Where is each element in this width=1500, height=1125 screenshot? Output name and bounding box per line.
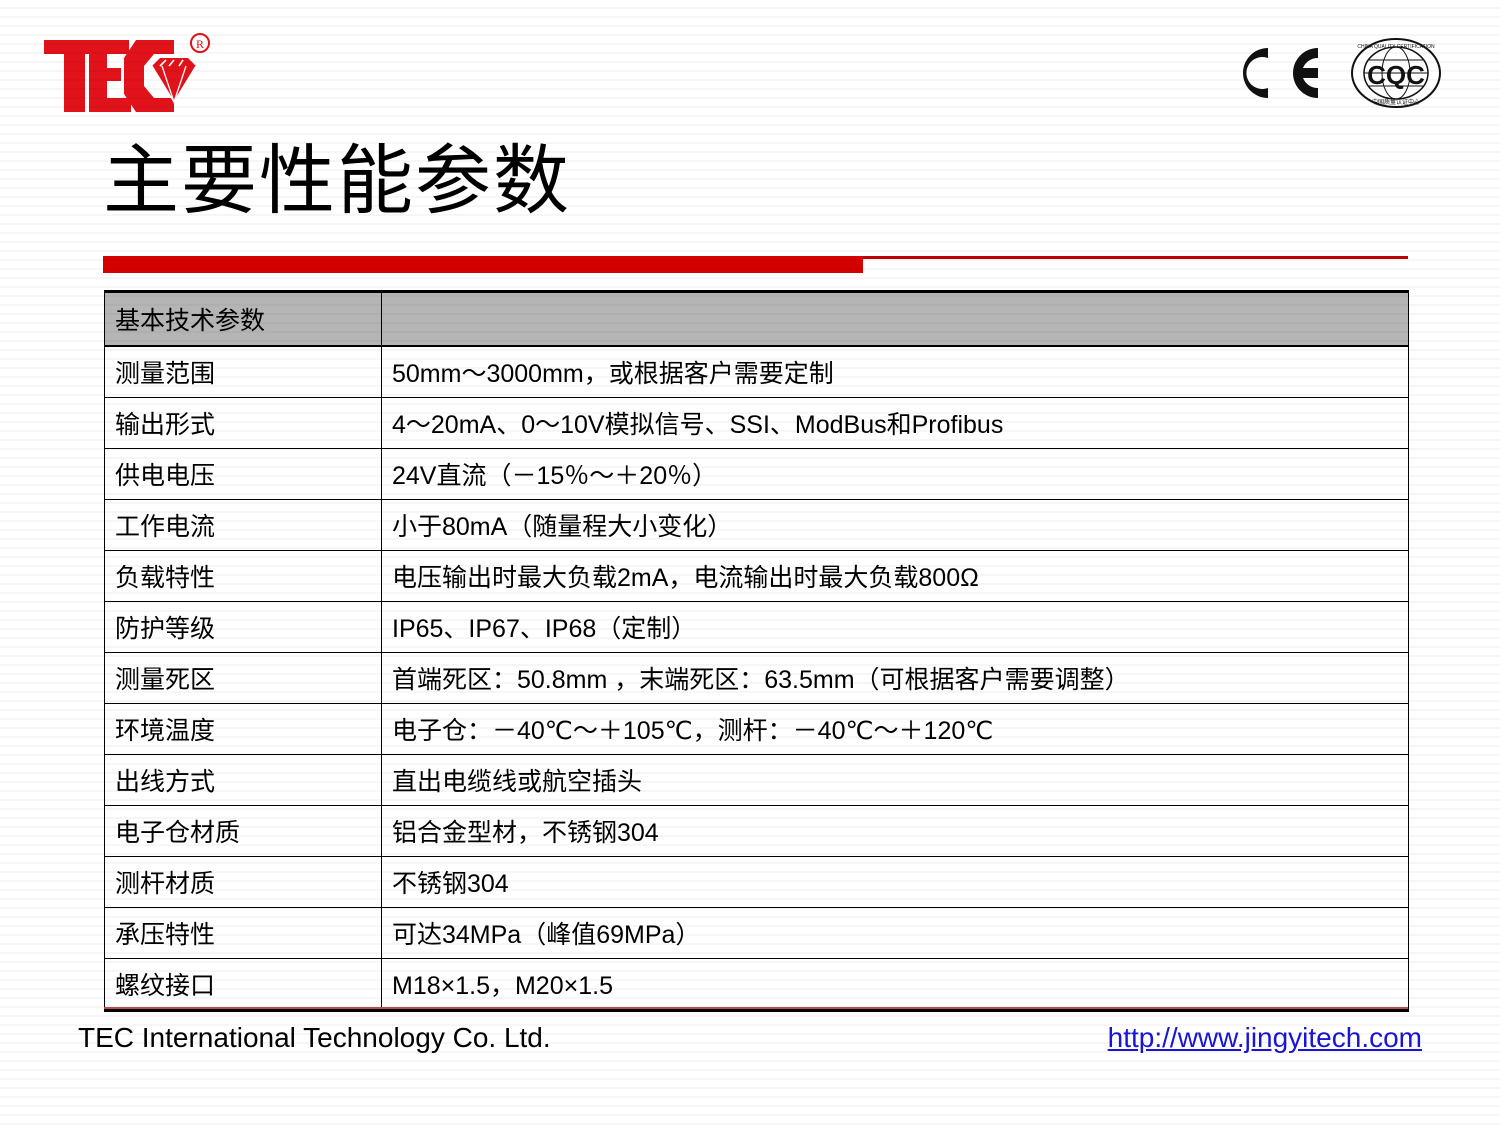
row-label: 螺纹接口 bbox=[104, 958, 382, 1012]
tec-brand-logo: R bbox=[36, 30, 212, 118]
row-label: 防护等级 bbox=[104, 601, 382, 653]
row-value: 4～20mA、0～10V模拟信号、SSI、ModBus和Profibus bbox=[381, 397, 1409, 449]
page-title: 主要性能参数 bbox=[103, 136, 571, 225]
table-row: 环境温度 电子仓：－40℃～＋105℃，测杆：－40℃～＋120℃ bbox=[104, 703, 1409, 755]
title-rule-thick bbox=[103, 256, 863, 273]
table-row: 防护等级 IP65、IP67、IP68（定制） bbox=[104, 601, 1409, 653]
table-row: 负载特性 电压输出时最大负载2mA，电流输出时最大负载800Ω bbox=[104, 550, 1409, 602]
row-value: 50mm～3000mm，或根据客户需要定制 bbox=[381, 345, 1409, 398]
table-body: 测量范围 50mm～3000mm，或根据客户需要定制 输出形式 4～20mA、0～10… bbox=[104, 345, 1409, 1012]
row-value: 小于80mA（随量程大小变化） bbox=[381, 499, 1409, 551]
table-row: 测量死区 首端死区：50.8mm ，末端死区：63.5mm（可根据客户需要调整） bbox=[104, 652, 1409, 704]
footer-rule bbox=[104, 1007, 1408, 1009]
table-row: 测杆材质 不锈钢304 bbox=[104, 856, 1409, 908]
diamond-icon bbox=[151, 58, 197, 105]
row-label: 测量死区 bbox=[104, 652, 382, 704]
svg-text:R: R bbox=[196, 37, 204, 51]
row-value: 电子仓：－40℃～＋105℃，测杆：－40℃～＋120℃ bbox=[381, 703, 1409, 755]
table-row: 承压特性 可达34MPa（峰值69MPa） bbox=[104, 907, 1409, 959]
specifications-table: 基本技术参数 测量范围 50mm～3000mm，或根据客户需要定制 输出形式 4～20… bbox=[104, 290, 1409, 1012]
registered-trademark-icon: R bbox=[190, 33, 210, 53]
row-label: 电子仓材质 bbox=[104, 805, 382, 857]
table-row: 出线方式 直出电缆线或航空插头 bbox=[104, 754, 1409, 806]
row-label: 负载特性 bbox=[104, 550, 382, 602]
row-label: 工作电流 bbox=[104, 499, 382, 551]
table-row: 电子仓材质 铝合金型材，不锈钢304 bbox=[104, 805, 1409, 857]
row-value: 电压输出时最大负载2mA，电流输出时最大负载800Ω bbox=[381, 550, 1409, 602]
row-label: 输出形式 bbox=[104, 397, 382, 449]
svg-text:CQC: CQC bbox=[1367, 60, 1425, 90]
row-label: 环境温度 bbox=[104, 703, 382, 755]
row-label: 供电电压 bbox=[104, 448, 382, 500]
table-row: 螺纹接口 M18×1.5，M20×1.5 bbox=[104, 958, 1409, 1012]
row-label: 出线方式 bbox=[104, 754, 382, 806]
row-value: 24V直流（－15％～＋20％） bbox=[381, 448, 1409, 500]
row-value: 直出电缆线或航空插头 bbox=[381, 754, 1409, 806]
table-row: 输出形式 4～20mA、0～10V模拟信号、SSI、ModBus和Profibus bbox=[104, 397, 1409, 449]
footer-website-link[interactable]: http://www.jingyitech.com bbox=[1107, 1022, 1422, 1053]
table-header-label: 基本技术参数 bbox=[104, 290, 382, 347]
cqc-mark-icon: CQC CHINA QUALITY CERTIFICATION 中国质量认证中心 bbox=[1350, 35, 1442, 111]
svg-text:CHINA QUALITY CERTIFICATION: CHINA QUALITY CERTIFICATION bbox=[1357, 44, 1435, 50]
row-value: 铝合金型材，不锈钢304 bbox=[381, 805, 1409, 857]
row-label: 承压特性 bbox=[104, 907, 382, 959]
table-row: 供电电压 24V直流（－15％～＋20％） bbox=[104, 448, 1409, 500]
table-header-blank bbox=[381, 290, 1409, 347]
row-value: 首端死区：50.8mm ，末端死区：63.5mm（可根据客户需要调整） bbox=[381, 652, 1409, 704]
table-row: 测量范围 50mm～3000mm，或根据客户需要定制 bbox=[104, 345, 1409, 398]
table-row: 工作电流 小于80mA（随量程大小变化） bbox=[104, 499, 1409, 551]
table-header-row: 基本技术参数 bbox=[104, 290, 1409, 347]
row-label: 测杆材质 bbox=[104, 856, 382, 908]
tec-logo-svg: R bbox=[36, 30, 212, 118]
row-value: 可达34MPa（峰值69MPa） bbox=[381, 907, 1409, 959]
row-value: 不锈钢304 bbox=[381, 856, 1409, 908]
ce-mark-icon bbox=[1226, 42, 1324, 104]
svg-text:中国质量认证中心: 中国质量认证中心 bbox=[1372, 98, 1420, 106]
certification-marks: CQC CHINA QUALITY CERTIFICATION 中国质量认证中心 bbox=[1220, 28, 1448, 118]
row-value: IP65、IP67、IP68（定制） bbox=[381, 601, 1409, 653]
row-label: 测量范围 bbox=[104, 345, 382, 398]
row-value: M18×1.5，M20×1.5 bbox=[381, 958, 1409, 1012]
footer-company-name: TEC International Technology Co. Ltd. bbox=[78, 1022, 551, 1053]
